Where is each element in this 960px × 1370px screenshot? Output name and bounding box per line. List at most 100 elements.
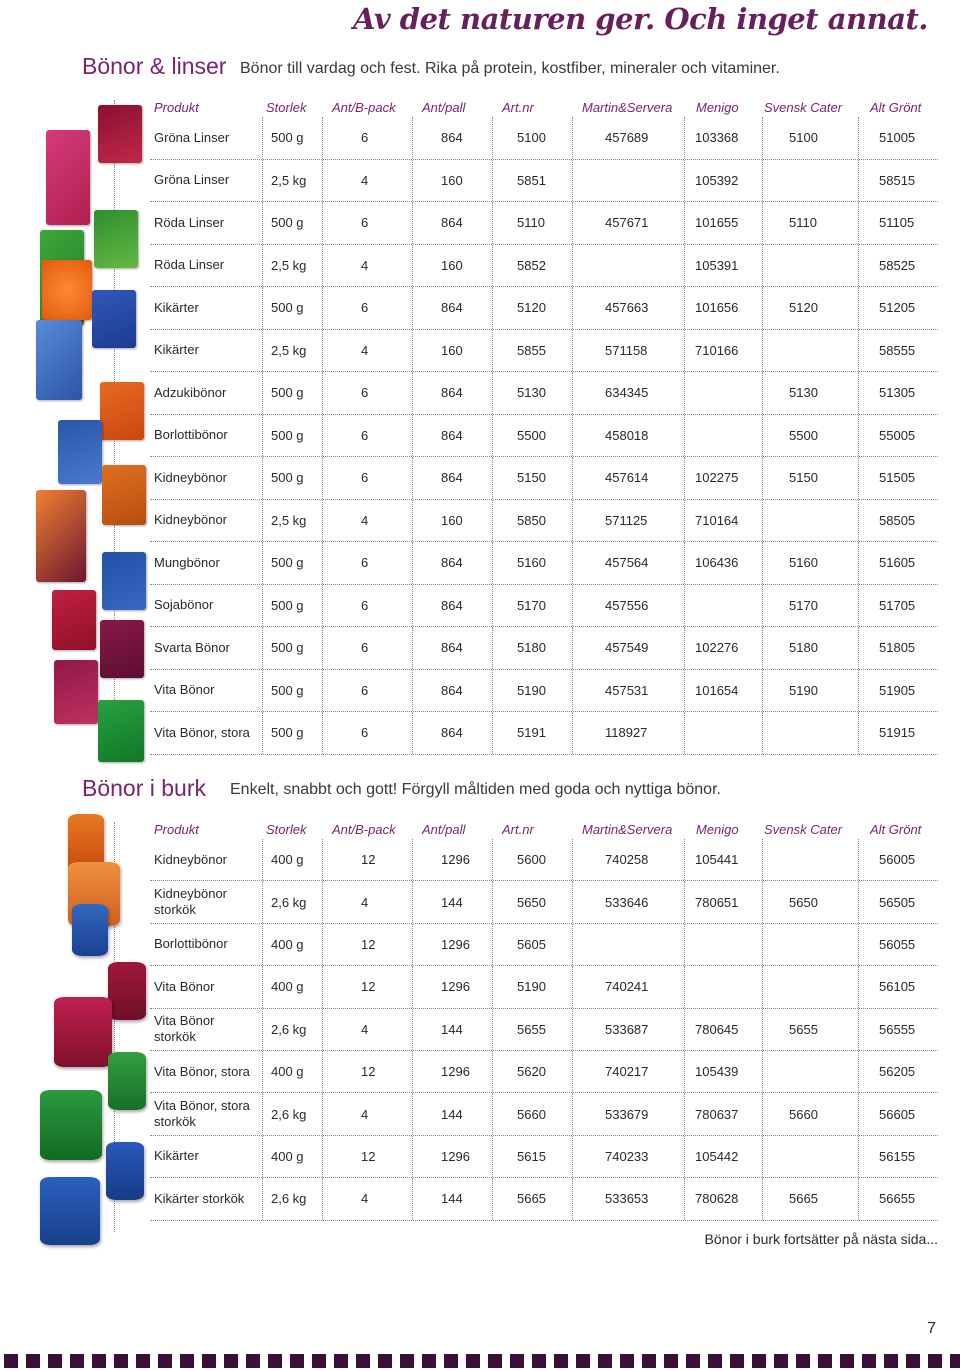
strip-square <box>158 1354 172 1368</box>
package-image <box>102 552 146 610</box>
cell-artnr: 5190 <box>492 669 572 711</box>
cell-martin-servera: 533653 <box>572 1178 684 1220</box>
cell-svensk-cater: 5170 <box>762 584 858 626</box>
cell-alt-gront: 58515 <box>858 159 938 201</box>
cell-product: Vita Bönor <box>154 682 215 698</box>
cell-product: Vita Bönor storkök <box>154 1013 215 1045</box>
cell-artnr: 5660 <box>492 1093 572 1135</box>
strip-square <box>268 1354 282 1368</box>
strip-square <box>26 1354 40 1368</box>
strip-square <box>48 1354 62 1368</box>
cell-artnr: 5650 <box>492 881 572 923</box>
cell-menigo: 105439 <box>684 1050 762 1093</box>
cell-alt-gront: 56155 <box>858 1135 938 1178</box>
cell-menigo: 105392 <box>684 159 762 201</box>
cell-alt-gront: 56105 <box>858 966 938 1008</box>
can-image <box>106 1142 144 1200</box>
cell-menigo: 780637 <box>684 1093 762 1135</box>
cell-artnr: 5130 <box>492 372 572 414</box>
cell-martin-servera: 457663 <box>572 287 684 329</box>
cell-menigo: 780651 <box>684 881 762 923</box>
table-row: Röda Linser 500 g 6 864 5110 457671 101655 5110… <box>150 202 938 245</box>
cell-artnr: 5150 <box>492 457 572 499</box>
cell-product: Mungbönor <box>154 554 220 570</box>
table-row: Borlottibönor 400 g 12 1296 5605 56055 <box>150 923 938 967</box>
strip-square <box>950 1354 960 1368</box>
table-row: Vita Bönor, stora 400 g 12 1296 5620 740217 10… <box>150 1050 938 1094</box>
table-row: Kikärter 500 g 6 864 5120 457663 101656 5120 512… <box>150 287 938 330</box>
table-row: Gröna Linser 2,5 kg 4 160 5851 105392 58515 <box>150 159 938 202</box>
cell-artnr: 5120 <box>492 287 572 329</box>
table-body: Gröna Linser 500 g 6 864 5100 457689 103368 510… <box>150 117 938 755</box>
cell-ant-pall: 864 <box>412 372 492 414</box>
cell-martin-servera: 740233 <box>572 1135 684 1178</box>
table-row: Vita Bönor, stora storkök 2,6 kg 4 144 5660 5… <box>150 1093 938 1136</box>
cell-menigo: 105391 <box>684 244 762 286</box>
cell-ant-bpack: 6 <box>322 627 412 669</box>
table-canned-beans: Produkt Storlek Ant/B-pack Ant/pall Art.… <box>150 821 938 1221</box>
cell-artnr: 5852 <box>492 244 572 286</box>
col-header-artnr: Art.nr <box>502 100 534 115</box>
col-header-alt-gront: Alt Grönt <box>870 822 922 837</box>
cell-ant-pall: 144 <box>412 1178 492 1220</box>
cell-ant-bpack: 6 <box>322 117 412 159</box>
strip-square <box>334 1354 348 1368</box>
strip-square <box>576 1354 590 1368</box>
col-header-ant-pall: Ant/pall <box>422 100 466 115</box>
cell-martin-servera <box>572 244 684 286</box>
can-image <box>72 904 108 956</box>
cell-menigo: 105441 <box>684 839 762 881</box>
cell-size: 2,5 kg <box>262 244 322 286</box>
strip-square <box>532 1354 546 1368</box>
strip-square <box>796 1354 810 1368</box>
table-row: Röda Linser 2,5 kg 4 160 5852 105391 58525 <box>150 244 938 287</box>
col-header-product: Produkt <box>154 822 199 837</box>
cell-size: 500 g <box>262 584 322 626</box>
strip-square <box>246 1354 260 1368</box>
cell-product: Röda Linser <box>154 214 225 230</box>
col-header-martin-servera: Martin&Servera <box>582 822 673 837</box>
cell-ant-pall: 864 <box>412 627 492 669</box>
package-image <box>36 490 86 582</box>
cell-product: Kikärter storkök <box>154 1190 245 1206</box>
cell-size: 2,5 kg <box>262 329 322 371</box>
strip-square <box>928 1354 942 1368</box>
cell-martin-servera: 457531 <box>572 669 684 711</box>
cell-alt-gront: 51915 <box>858 712 938 754</box>
package-image <box>98 105 142 163</box>
section-subtitle-beans-lentils: Bönor till vardag och fest. Rika på prot… <box>240 60 780 77</box>
cell-svensk-cater: 5120 <box>762 287 858 329</box>
cell-menigo: 101656 <box>684 287 762 329</box>
cell-size: 500 g <box>262 627 322 669</box>
cell-size: 2,6 kg <box>262 1008 322 1050</box>
strip-square <box>664 1354 678 1368</box>
cell-menigo: 710166 <box>684 329 762 371</box>
cell-ant-bpack: 4 <box>322 881 412 923</box>
cell-alt-gront: 58525 <box>858 244 938 286</box>
strip-square <box>400 1354 414 1368</box>
strip-square <box>202 1354 216 1368</box>
cell-ant-bpack: 12 <box>322 1135 412 1178</box>
can-image <box>54 997 112 1067</box>
cell-ant-bpack: 4 <box>322 499 412 541</box>
cell-size: 2,6 kg <box>262 1093 322 1135</box>
cell-ant-pall: 1296 <box>412 1050 492 1093</box>
cell-martin-servera: 533646 <box>572 881 684 923</box>
cell-product: Röda Linser <box>154 257 225 273</box>
cell-ant-bpack: 4 <box>322 1178 412 1220</box>
table-row: Kidneybönor 500 g 6 864 5150 457614 102275 5150… <box>150 457 938 500</box>
table-row: Vita Bönor storkök 2,6 kg 4 144 5655 533687 78… <box>150 1008 938 1051</box>
cell-artnr: 5110 <box>492 202 572 244</box>
cell-artnr: 5851 <box>492 159 572 201</box>
cell-size: 2,5 kg <box>262 159 322 201</box>
cell-product: Borlottibönor <box>154 427 228 443</box>
cell-martin-servera: 457614 <box>572 457 684 499</box>
cell-ant-pall: 160 <box>412 499 492 541</box>
package-image <box>52 590 96 650</box>
cell-ant-pall: 864 <box>412 287 492 329</box>
product-photos-dry <box>32 100 152 770</box>
table-row: Kikärter 2,5 kg 4 160 5855 571158 710166 58555 <box>150 329 938 372</box>
cell-size: 500 g <box>262 372 322 414</box>
cell-alt-gront: 58505 <box>858 499 938 541</box>
cell-svensk-cater: 5190 <box>762 669 858 711</box>
